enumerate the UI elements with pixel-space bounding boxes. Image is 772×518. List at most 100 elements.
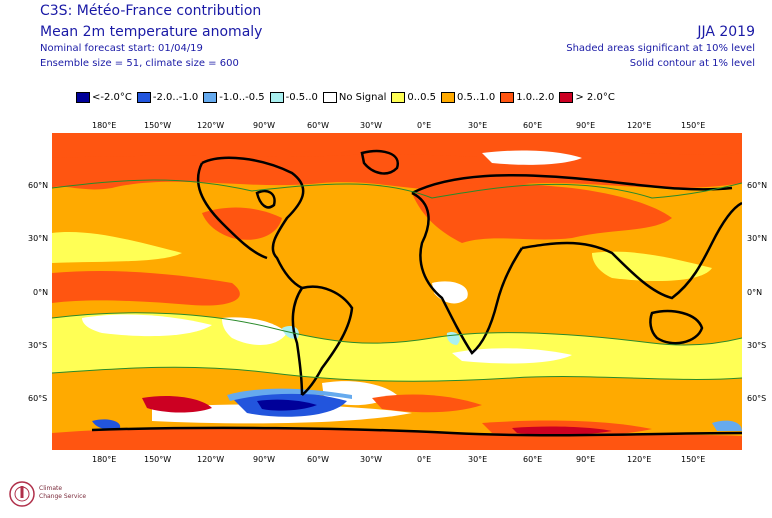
lon-label-top: 30°E [468,121,488,130]
lon-label-bottom: 60°E [523,455,543,464]
lon-label-bottom: 60°W [307,455,330,464]
lon-label-bottom: 120°E [627,455,652,464]
lon-label-top: 120°W [197,121,225,130]
lon-label-bottom: 30°E [468,455,488,464]
anomaly-region [52,133,742,158]
no-signal-region [222,317,287,345]
coastlines [91,149,742,437]
legend-swatch [322,92,337,103]
legend-swatch [500,92,515,103]
lon-label-bottom: 30°W [360,455,383,464]
coastline [196,162,268,260]
contour-line [52,312,742,346]
lon-label-bottom: 0°E [417,455,432,464]
anomaly-region [412,183,672,243]
legend-swatch [76,92,90,103]
lat-label-right: 30°S [747,341,767,350]
legend-swatch [441,92,456,103]
anomaly-region [202,207,282,240]
lon-label-top: 60°W [307,121,330,130]
legend-swatch [203,92,218,103]
lon-label-top: 180°E [92,121,117,130]
legend-label: -1.0..-0.5 [219,92,265,103]
legend-item: > 2.0°C [559,92,615,103]
anomaly-region [512,426,612,436]
lat-label-left: 30°S [28,341,48,350]
legend-swatch [269,92,284,103]
lon-label-bottom: 150°E [681,455,706,464]
coastline [360,149,399,175]
lon-label-bottom: 90°W [253,455,276,464]
lon-label-top: 120°E [627,121,652,130]
anomaly-region [52,232,182,263]
legend-label: 1.0..2.0 [516,92,555,103]
lon-label-top: 150°E [681,121,706,130]
lon-label-bottom: 120°W [197,455,225,464]
coastline [291,287,304,396]
lat-label-left: 0°N [33,288,49,297]
lon-label-bottom: 180°E [92,455,117,464]
coastline [201,156,305,290]
lon-label-top: 150°W [144,121,172,130]
forecast-start-label: Nominal forecast start: 01/04/19 [40,43,203,54]
temperature-anomaly-map [52,133,742,450]
contour-line [52,179,742,199]
no-signal-region [452,348,572,364]
season-label: JJA 2019 [697,24,755,40]
anomaly-region [712,420,742,431]
lon-label-bottom: 150°W [144,455,172,464]
legend-label: No Signal [338,92,387,103]
contour-line [52,366,742,382]
legend-label: 0.5..1.0 [457,92,496,103]
lon-label-top: 0°E [417,121,432,130]
legend-label: -2.0..-1.0 [152,92,199,103]
lat-label-right: 60°N [747,181,768,190]
lon-label-top: 90°W [253,121,276,130]
lon-label-top: 90°E [576,121,596,130]
anomaly-region [52,271,240,306]
lat-label-right: 30°N [747,234,768,243]
coastline [411,173,733,195]
legend-item: 0..0.5 [391,92,436,103]
lat-label-left: 60°S [28,394,48,403]
legend-label: -0.5..0 [285,92,318,103]
legend-item: -2.0..-1.0 [136,92,199,103]
anomaly-region [52,428,742,450]
anomaly-region [592,251,712,281]
legend-item: -1.0..-0.5 [203,92,265,103]
anomaly-region [257,399,317,411]
map-title: C3S: Météo-France contribution [40,3,262,19]
significance-note: Shaded areas significant at 10% level [566,43,755,54]
color-legend: <-2.0°C -2.0..-1.0 -1.0..-0.5 -0.5..0 No Sig… [76,92,620,103]
no-signal-region [482,150,582,165]
coastline [91,426,742,437]
legend-swatch [391,92,406,103]
legend-item: 1.0..2.0 [500,92,554,103]
legend-item: -0.5..0 [269,92,318,103]
legend-swatch [559,92,574,103]
legend-item: No Signal [322,92,387,103]
anomaly-region [142,396,212,413]
anomaly-region [227,388,352,401]
legend-label: <-2.0°C [92,92,132,103]
anomaly-region [52,312,742,382]
coastline [521,201,742,300]
lat-label-left: 30°N [28,234,49,243]
coastline [649,309,704,345]
significance-contours [52,179,742,382]
anomaly-region [372,394,482,413]
no-signal-region [82,314,212,337]
legend-label: > 2.0°C [575,92,615,103]
legend-label: 0..0.5 [407,92,437,103]
legend-item: <-2.0°C [76,92,132,103]
legend-swatch [136,92,151,103]
lat-label-right: 0°N [747,288,763,297]
lon-label-bottom: 90°E [576,455,596,464]
logo-line2: Change Service [39,493,86,500]
legend-item: 0.5..1.0 [441,92,495,103]
logo-line1: Climate [39,485,62,492]
map-subtitle: Mean 2m temperature anomaly [40,24,263,40]
ensemble-size-label: Ensemble size = 51, climate size = 600 [40,58,239,69]
contour-note: Solid contour at 1% level [629,58,755,69]
anomaly-region [92,419,121,430]
